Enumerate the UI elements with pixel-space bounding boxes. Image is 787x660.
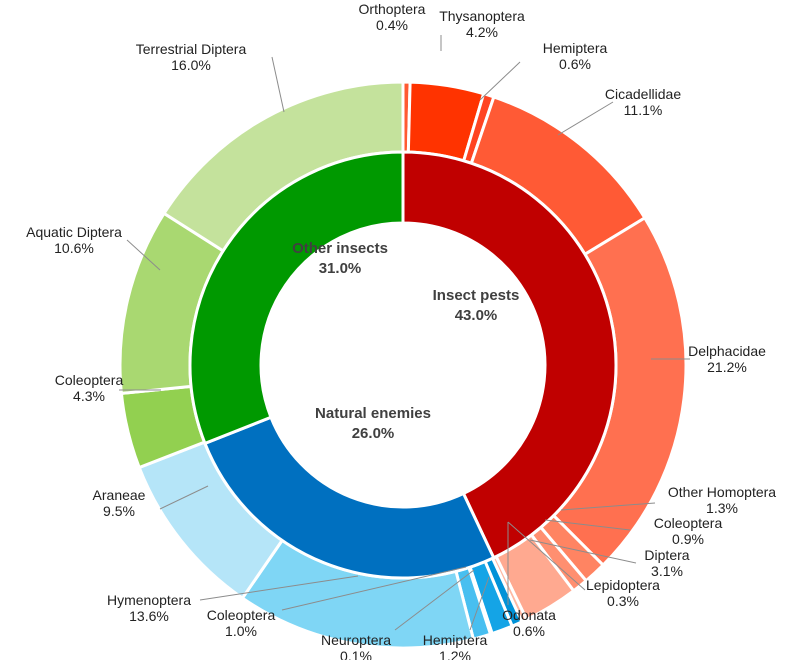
inner-label-natural-enemies: Natural enemies — [315, 405, 431, 422]
outer-value-insect-pests-cicadellidae: 11.1% — [624, 102, 663, 118]
leader-line-insect-pests-diptera — [529, 539, 637, 564]
outer-value-natural-enemies-araneae: 9.5% — [103, 503, 135, 519]
outer-value-other-insects-terrestrial-diptera: 16.0% — [171, 57, 211, 73]
outer-label-insect-pests-hemiptera: Hemiptera — [543, 40, 608, 56]
outer-label-insect-pests-cicadellidae: Cicadellidae — [605, 86, 681, 102]
outer-value-insect-pests-other-homoptera: 1.3% — [706, 500, 738, 516]
slice-labels: Insect pests 43.0% Natural enemies 26.0% Oth… — [26, 1, 776, 660]
leader-lines — [119, 35, 690, 631]
outer-value-natural-enemies-coleoptera: 1.0% — [225, 623, 257, 639]
outer-value-other-insects-aquatic-diptera: 10.6% — [54, 240, 94, 256]
outer-label-natural-enemies-odonata: Odonata — [502, 607, 556, 623]
outer-value-insect-pests-orthoptera: 0.4% — [376, 17, 408, 33]
outer-label-insect-pests-delphacidae: Delphacidae — [688, 343, 766, 359]
outer-value-natural-enemies-neuroptera: 0.1% — [340, 648, 372, 660]
outer-label-natural-enemies-coleoptera: Coleoptera — [207, 607, 276, 623]
outer-label-natural-enemies-hemiptera: Hemiptera — [423, 632, 488, 648]
outer-label-insect-pests-diptera: Diptera — [644, 547, 689, 563]
leader-line-natural-enemies-coleoptera — [281, 566, 467, 611]
leader-line-other-insects-aquatic-diptera — [126, 239, 161, 271]
inner-slice-other-insects — [188, 150, 405, 446]
outer-label-other-insects-coleoptera: Coleoptera — [55, 372, 124, 388]
leader-line-insect-pests-other-homoptera — [560, 502, 656, 511]
outer-label-insect-pests-thysanoptera: Thysanoptera — [439, 8, 525, 24]
outer-value-insect-pests-lepidoptera: 0.3% — [607, 593, 639, 609]
outer-value-insect-pests-thysanoptera: 4.2% — [466, 24, 498, 40]
leader-line-other-insects-terrestrial-diptera — [271, 56, 285, 113]
leader-line-insect-pests-cicadellidae — [557, 101, 614, 136]
outer-value-insect-pests-diptera: 3.1% — [651, 563, 683, 579]
outer-value-natural-enemies-hymenoptera: 13.6% — [129, 608, 169, 624]
outer-label-natural-enemies-araneae: Araneae — [93, 487, 146, 503]
leader-line-natural-enemies-hymenoptera — [199, 575, 359, 601]
outer-label-other-insects-terrestrial-diptera: Terrestrial Diptera — [136, 41, 247, 57]
outer-label-insect-pests-coleoptera: Coleoptera — [654, 515, 723, 531]
leader-line-insect-pests-lepidoptera — [507, 521, 586, 591]
outer-label-insect-pests-orthoptera: Orthoptera — [359, 1, 426, 17]
outer-value-other-insects-coleoptera: 4.3% — [73, 388, 105, 404]
outer-value-natural-enemies-hemiptera: 1.2% — [439, 648, 471, 660]
inner-slice-natural-enemies — [203, 415, 496, 580]
leader-line-insect-pests-coleoptera — [544, 519, 631, 531]
outer-value-insect-pests-delphacidae: 21.2% — [707, 359, 747, 375]
outer-label-other-insects-aquatic-diptera: Aquatic Diptera — [26, 224, 122, 240]
outer-value-natural-enemies-odonata: 0.6% — [513, 623, 545, 639]
inner-value-natural-enemies: 26.0% — [352, 425, 395, 442]
outer-value-insect-pests-hemiptera: 0.6% — [559, 56, 591, 72]
inner-slice-insect-pests — [401, 150, 618, 560]
leader-line-natural-enemies-araneae — [159, 485, 209, 510]
leader-line-natural-enemies-neuroptera — [394, 569, 475, 631]
outer-label-insect-pests-other-homoptera: Other Homoptera — [668, 484, 776, 500]
inner-value-insect-pests: 43.0% — [455, 307, 498, 324]
outer-label-natural-enemies-hymenoptera: Hymenoptera — [107, 592, 191, 608]
inner-value-other-insects: 31.0% — [319, 260, 362, 277]
inner-ring — [188, 150, 618, 580]
outer-label-natural-enemies-neuroptera: Neuroptera — [321, 632, 391, 648]
inner-label-other-insects: Other insects — [292, 240, 388, 257]
outer-label-insect-pests-lepidoptera: Lepidoptera — [586, 577, 660, 593]
leader-line-natural-enemies-hemiptera — [469, 576, 490, 631]
leader-line-insect-pests-hemiptera — [479, 61, 521, 101]
outer-value-insect-pests-coleoptera: 0.9% — [672, 531, 704, 547]
inner-label-insect-pests: Insect pests — [433, 287, 520, 304]
